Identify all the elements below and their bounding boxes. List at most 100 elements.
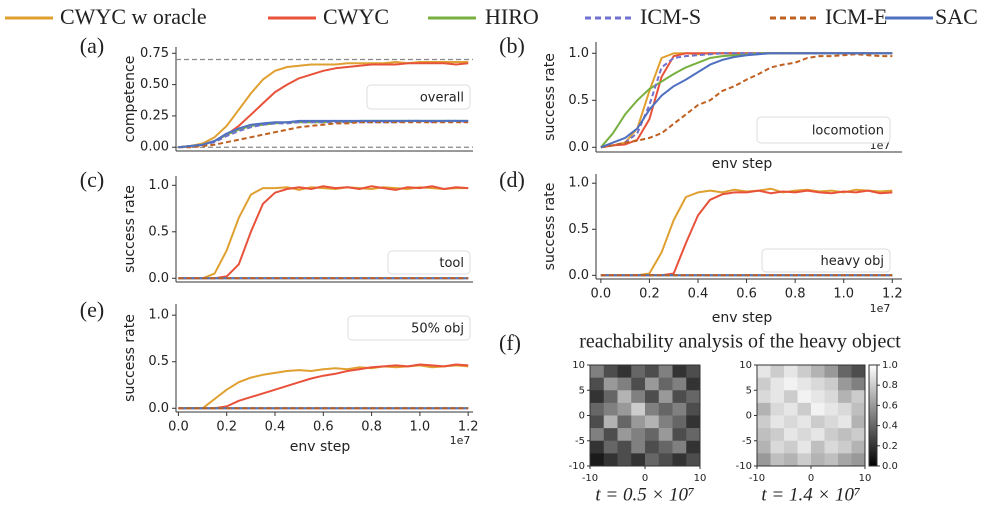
y-tick-label: 1.0 [568,176,589,191]
panel-label: (f) [499,330,521,355]
annotation-box [366,84,471,110]
heatmap-cell [824,402,839,416]
heatmap-cell [672,453,687,467]
heatmap-cell [811,453,825,467]
heatmap-cell [757,365,771,378]
panel-label: (e) [80,297,104,322]
heatmap-cell [770,402,785,416]
heatmap-cell [645,402,660,416]
heatmap-cell [658,402,673,416]
heatmap-cell [757,377,771,391]
heatmap-cell [770,415,785,429]
heatmap-cell [770,390,785,404]
heatmap-cell [838,453,852,467]
heatmap-cell [770,365,785,378]
heatmap-cell [770,453,785,467]
colorbar-tick-label: 0.6 [882,400,898,411]
legend-label: ICM-S [640,4,701,29]
y-tick-label: -10 [569,461,585,472]
heatmap-cell [797,402,812,416]
heatmap-cell [603,365,618,378]
y-tick-label: 0 [746,411,752,422]
heatmap-cell [770,377,785,391]
colorbar-tick-label: 0.0 [882,461,898,472]
heatmap-cell [631,402,646,416]
y-tick-label: 1.0 [148,178,169,193]
y-tick-label: 0.75 [140,46,169,61]
y-tick-label: 0 [579,411,585,422]
heatmap-cell [851,440,866,454]
legend-label: SAC [935,4,978,29]
x-tick-label: 0.2 [216,420,237,435]
y-axis-label: success rate [542,183,558,271]
heatmap-cell [617,402,632,416]
heatmap-cell [617,440,632,454]
heatmap-cell [590,390,605,404]
x-tick-label: 0 [642,473,648,484]
heatmap-cell [797,453,812,467]
heatmap-cell [672,415,687,429]
series-line [600,53,893,149]
heatmap-cell [658,365,673,378]
heatmap-cell [757,402,771,416]
y-tick-label: 0.0 [568,268,589,283]
heatmap-cell [811,390,825,404]
x-axis-label: env step [712,156,773,172]
heatmap-cell [851,365,866,378]
annotation: overall [420,91,464,106]
heatmap-cell [590,453,605,467]
heatmap-cell [645,415,660,429]
y-tick-label: 0.5 [148,354,169,369]
heatmap-cell [617,377,632,391]
heatmap-cell [645,390,660,404]
heatmap-cell [645,428,660,442]
series-line [178,121,469,149]
heatmap-cell [603,390,618,404]
heatmap-cell [757,440,771,454]
x-offset-label: 1e7 [450,434,471,447]
heatmap-cell [672,440,687,454]
x-offset-label: 1e7 [870,302,891,315]
heatmap-caption: t = 1.4 × 10⁷ [761,484,861,505]
heatmap-cell [811,377,825,391]
x-tick-label: -10 [749,473,765,484]
heatmap-cell [757,428,771,442]
annotation-box [756,116,891,144]
heatmap-cell [838,402,852,416]
heatmap-cell [686,440,701,454]
heatmap-cell [784,428,798,442]
y-tick-label: 0.00 [140,140,169,155]
heatmap-cell [672,365,687,378]
legend-label: ICM-E [825,4,887,29]
series-line [178,119,469,149]
panel-label: (d) [499,167,525,192]
heatmap-cell [617,390,632,404]
colorbar-tick-label: 0.8 [882,380,898,391]
heatmap-cell [824,377,839,391]
heatmap-cell [631,415,646,429]
heatmap-cell [784,415,798,429]
y-axis-label: success rate [122,314,138,402]
heatmap-cell [603,377,618,391]
series-line [178,185,469,280]
heatmap-cell [631,428,646,442]
y-tick-label: 5 [746,385,752,396]
heatmap-cell [784,390,798,404]
heatmap-cell [824,415,839,429]
heatmap-cell [603,453,618,467]
annotation-box [761,248,891,273]
y-tick-label: 5 [579,385,585,396]
heatmap-cell [603,428,618,442]
heatmap-cell [757,390,771,404]
heatmap-cell [824,365,839,378]
heatmap-cell [851,428,866,442]
heatmap-cell [797,415,812,429]
x-tick-label: 0.2 [639,287,660,302]
heatmap-cell [617,415,632,429]
heatmap-title: reachability analysis of the heavy objec… [579,331,901,353]
heatmap-cell [645,440,660,454]
heatmap-cell [617,365,632,378]
heatmap-cell [658,377,673,391]
heatmap-cell [603,415,618,429]
